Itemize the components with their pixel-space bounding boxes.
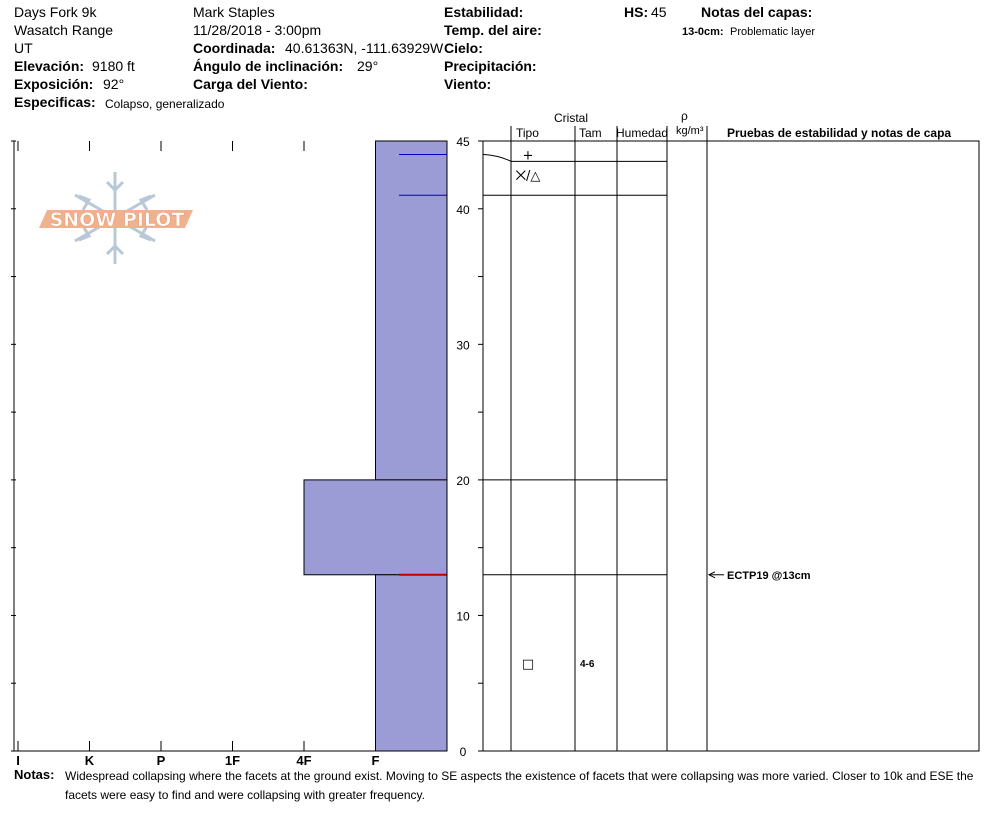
sky-label: Cielo: (444, 40, 483, 56)
boundary-connector (482, 153, 512, 162)
wind-label: Viento: (444, 76, 492, 92)
test-arrow-head (707, 571, 716, 579)
state-name: UT (14, 40, 33, 56)
notes-text: Widespread collapsing where the facets a… (65, 769, 974, 802)
crystal-form-2: ⨉/△ (516, 169, 541, 184)
hardness-layer-1 (375, 140, 448, 481)
density-unit: kg/m³ (676, 125, 704, 137)
observation-datetime: 11/28/2018 - 3:00pm (193, 22, 322, 38)
layer-note-range: 13-0cm: (682, 26, 724, 38)
elevation-label: Elevación: (14, 58, 85, 74)
layer-note-text: Problematic layer (730, 26, 815, 38)
depth-label-30: 30 (456, 338, 470, 352)
elevation-value: 9180 ft (92, 58, 135, 74)
size-header: Tam (579, 126, 602, 140)
hardness-label-P: P (157, 753, 166, 768)
snowpilot-logo: SNOW PILOT (39, 172, 193, 264)
density-symbol: ρ (681, 109, 688, 123)
crystal-form-1: + (523, 149, 534, 164)
specifics-label: Especificas: (14, 94, 96, 110)
slope-label: Ángulo de inclinación: (193, 58, 344, 74)
moisture-header: Humedad (616, 126, 669, 140)
precip-label: Precipitación: (444, 58, 537, 74)
crystal-form-3: □ (522, 657, 534, 672)
specifics-value: Colapso, generalizado (105, 97, 225, 111)
hardness-label-4F: 4F (296, 753, 311, 768)
hardness-label-F: F (372, 753, 380, 768)
coordinate-label: Coordinada: (193, 40, 276, 56)
crystal-header: Cristal (554, 111, 589, 125)
range-name: Wasatch Range (14, 22, 114, 38)
tests-header: Pruebas de estabilidad y notas de capa (727, 126, 952, 140)
air-temp-label: Temp. del aire: (444, 22, 542, 38)
hs-label: HS: (624, 4, 649, 20)
depth-label-45: 45 (456, 135, 470, 149)
layer-table-frame (482, 140, 980, 752)
notes-label: Notas: (14, 767, 55, 782)
logo-text: SNOW PILOT (50, 209, 185, 231)
stability-label: Estabilidad: (444, 4, 524, 20)
hardness-label-1F: 1F (225, 753, 240, 768)
hardness-label-I: I (16, 753, 20, 768)
observer-name: Mark Staples (193, 4, 275, 20)
location-name: Days Fork 9k (14, 4, 97, 20)
hardness-layer-2 (303, 479, 448, 576)
aspect-value: 92° (103, 76, 125, 92)
wind-loading-label: Carga del Viento: (193, 76, 308, 92)
depth-label-40: 40 (456, 203, 470, 217)
depth-label-10: 10 (456, 609, 470, 623)
depth-label-20: 20 (456, 474, 470, 488)
hardness-label-K: K (85, 753, 95, 768)
stability-test-1: ECTP19 @13cm (727, 570, 811, 582)
coordinate-value: 40.61363N, -111.63929W (285, 40, 444, 56)
crystal-size-3: 4-6 (580, 659, 595, 670)
aspect-label: Exposición: (14, 76, 94, 92)
slope-value: 29° (357, 58, 379, 74)
hardness-layer-3 (375, 574, 448, 752)
hs-value: 45 (651, 4, 667, 20)
depth-label-0: 0 (460, 745, 467, 759)
layer-notes-label: Notas del capas: (701, 4, 813, 20)
type-header: Tipo (516, 126, 539, 140)
